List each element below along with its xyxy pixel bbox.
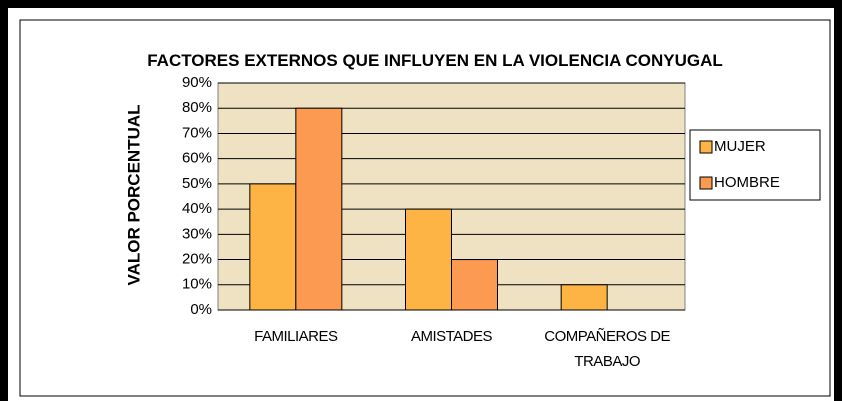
chart-title: FACTORES EXTERNOS QUE INFLUYEN EN LA VIO… (147, 51, 723, 70)
y-tick-label: 70% (182, 124, 212, 141)
bar (560, 284, 608, 311)
y-tick-label: 60% (182, 150, 212, 167)
legend-swatch (699, 140, 713, 154)
y-tick-label: 10% (182, 276, 212, 293)
y-tick-label: 50% (182, 175, 212, 192)
bar (249, 183, 297, 311)
x-tick-label: COMPAÑEROS DE TRABAJO (544, 328, 671, 370)
legend-swatch (699, 176, 713, 190)
legend-label: HOMBRE (714, 174, 780, 191)
y-tick-label: 40% (182, 200, 212, 217)
y-tick-label: 30% (182, 225, 212, 242)
y-tick-label: 20% (182, 251, 212, 268)
bar (295, 107, 343, 311)
x-tick-label: FAMILIARES (254, 328, 338, 345)
legend-label: MUJER (714, 138, 766, 155)
y-tick-label: 90% (182, 74, 212, 91)
bar (405, 208, 452, 311)
y-tick-label: 80% (182, 99, 212, 116)
x-tick-label: AMISTADES (410, 328, 493, 345)
y-tick-label: 0% (190, 301, 212, 318)
y-axis-label: VALOR PORCENTUAL (124, 104, 143, 285)
bar (451, 259, 498, 311)
